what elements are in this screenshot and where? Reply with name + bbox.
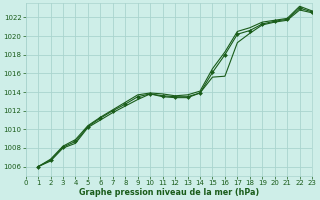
X-axis label: Graphe pression niveau de la mer (hPa): Graphe pression niveau de la mer (hPa) [79, 188, 259, 197]
